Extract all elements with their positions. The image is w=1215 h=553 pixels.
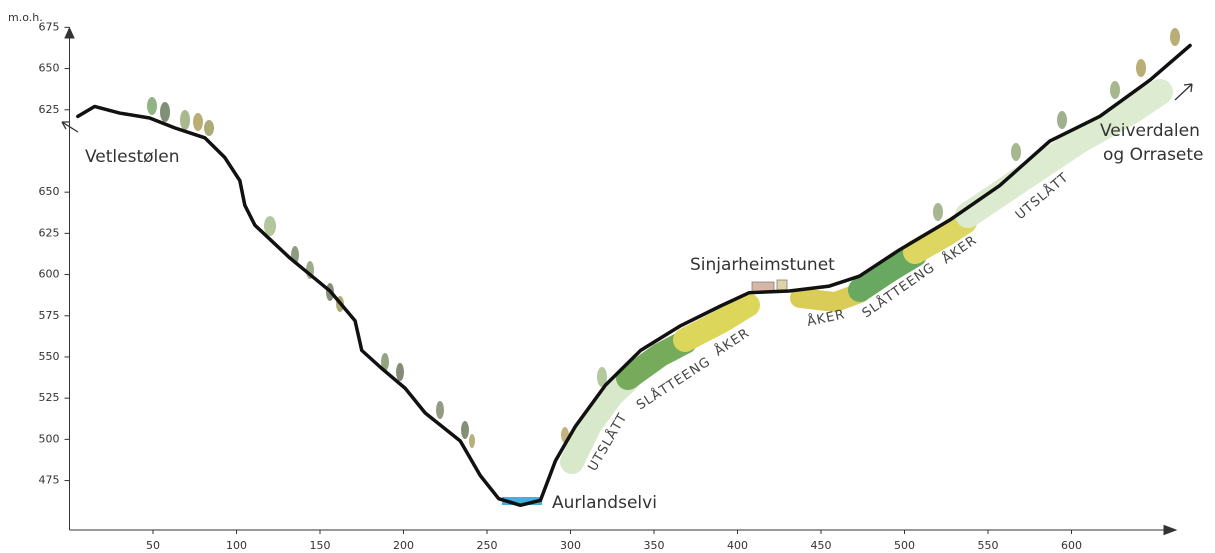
- y-axis-label: m.o.h.: [8, 11, 43, 24]
- x-tick-label: 300: [560, 539, 581, 552]
- x-tick-label: 100: [226, 539, 247, 552]
- x-tick-label: 400: [727, 539, 748, 552]
- vegetation: [502, 79, 1173, 505]
- x-tick-label: 600: [1061, 539, 1082, 552]
- x-tick-label: 500: [894, 539, 915, 552]
- land-use-label: ÅKER: [806, 306, 847, 330]
- place-label: Sinjarheimstunet: [690, 255, 835, 275]
- x-tick-label: 250: [477, 539, 498, 552]
- x-tick-label: 150: [310, 539, 331, 552]
- y-tick-label: 650: [39, 62, 60, 75]
- x-tick-label: 550: [978, 539, 999, 552]
- x-tick-label: 50: [146, 539, 160, 552]
- direction-arrows: [61, 83, 1193, 133]
- x-tick-label: 200: [393, 539, 414, 552]
- y-tick-label: 525: [39, 391, 60, 404]
- y-tick-label: 625: [39, 103, 60, 116]
- y-tick-label: 600: [39, 268, 60, 281]
- place-label: Veiverdalen: [1100, 121, 1200, 141]
- place-label: Vetlestølen: [85, 147, 180, 167]
- x-tick-label: 350: [644, 539, 665, 552]
- terrain-line: [76, 43, 1192, 508]
- axes: [64, 26, 1178, 536]
- y-tick-label: 650: [39, 185, 60, 198]
- y-tick-label: 675: [39, 20, 60, 33]
- y-tick-label: 550: [39, 350, 60, 363]
- x-tick-label: 450: [811, 539, 832, 552]
- place-label: og Orrasete: [1103, 145, 1204, 165]
- y-tick-label: 625: [39, 226, 60, 239]
- place-label: Aurlandselvi: [552, 493, 657, 513]
- y-tick-label: 500: [39, 432, 60, 445]
- y-tick-label: 475: [39, 474, 60, 487]
- y-tick-label: 575: [39, 309, 60, 322]
